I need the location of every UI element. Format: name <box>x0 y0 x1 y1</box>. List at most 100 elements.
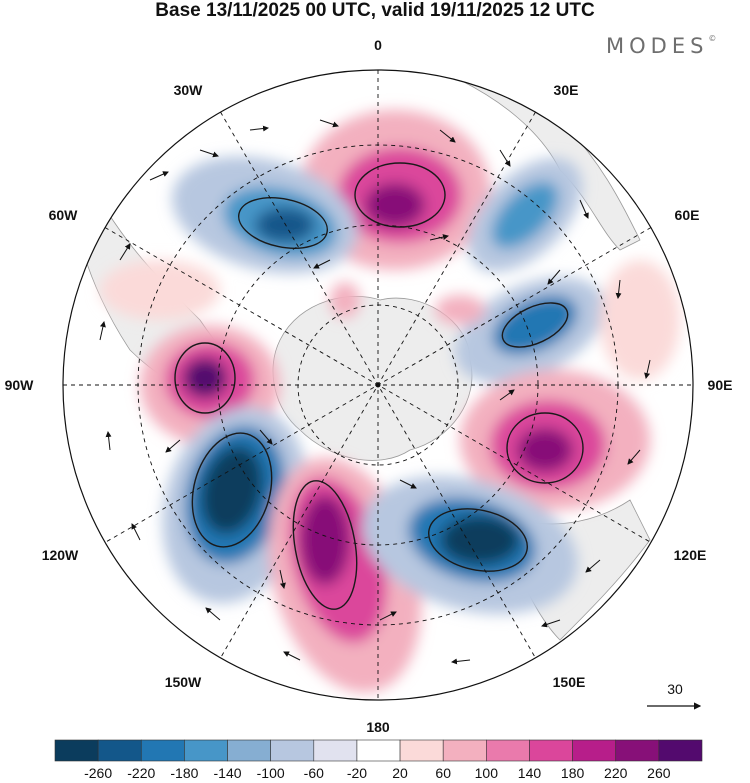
colorbar-tick-label: -140 <box>214 765 242 781</box>
vector-reference-label: 30 <box>667 681 683 697</box>
contour-north <box>354 162 446 228</box>
contour-south <box>292 480 358 610</box>
colorbar-swatch <box>227 739 271 762</box>
lon-label-60w: 60W <box>49 207 79 223</box>
colorbar-swatch <box>140 739 185 762</box>
arctic-region <box>272 296 473 461</box>
colorbar-tick-label: 220 <box>604 765 628 781</box>
lon-label-180: 180 <box>366 719 390 735</box>
colorbar-tick-label: -220 <box>127 765 155 781</box>
weak-positive-far-east <box>600 260 680 380</box>
colorbar-swatch <box>184 739 228 762</box>
colorbar-tick-label: -100 <box>257 765 285 781</box>
colorbar-swatch <box>529 739 573 762</box>
wind-vector <box>199 149 219 158</box>
colorbar-swatch <box>399 739 444 762</box>
colorbar-swatch <box>658 739 703 762</box>
colorbar-tick-label: -180 <box>170 765 198 781</box>
map-disc <box>63 70 693 700</box>
north-pole-marker <box>375 382 381 388</box>
lon-label-150e: 150E <box>553 674 586 690</box>
wind-vector <box>439 129 456 143</box>
wind-vector <box>283 651 301 661</box>
lon-label-150w: 150W <box>165 674 202 690</box>
colorbar-swatch <box>270 739 315 762</box>
wind-vector <box>541 619 561 628</box>
wind-vector <box>249 125 269 132</box>
wind-vector <box>499 149 511 167</box>
contour-west <box>174 342 236 414</box>
small-positive-center <box>435 295 485 325</box>
wind-vector <box>149 171 169 181</box>
wind-vector <box>131 523 141 541</box>
positive-anomaly-east-peak <box>517 428 573 472</box>
wind-vector <box>399 479 417 489</box>
colorbar-tick-label: -260 <box>84 765 112 781</box>
negative-anomaly-ne-core <box>491 181 559 249</box>
colorbar-swatch <box>97 739 142 762</box>
negative-anomaly-east-core <box>492 295 578 355</box>
positive-anomaly-south-peak <box>300 495 350 585</box>
colorbar-tick-label: 60 <box>435 765 451 781</box>
colorbar-swatch <box>356 739 401 762</box>
wind-vector <box>429 234 449 241</box>
negative-anomaly-sw-peak <box>200 445 264 535</box>
wind-vector <box>99 321 106 341</box>
colorbar: -260 -220 -180 -140 -100 -60 -20 20 60 100 140 180 2… <box>54 739 703 781</box>
colorbar-tick-label: -60 <box>304 765 324 781</box>
wind-vector <box>105 431 112 451</box>
lon-label-120e: 120E <box>674 547 707 563</box>
lon-label-90w: 90W <box>5 377 35 393</box>
wind-vector <box>547 269 561 285</box>
positive-anomaly-north-peak <box>365 183 425 227</box>
colorbar-swatch <box>313 739 358 762</box>
contour-nw <box>238 197 328 249</box>
lon-label-30e: 30E <box>554 82 579 98</box>
wind-vector <box>205 607 221 621</box>
wind-vector <box>319 119 339 128</box>
colorbar-swatch <box>54 739 99 762</box>
wind-vector <box>313 259 331 269</box>
negative-anomaly-se-peak <box>440 515 520 565</box>
wind-vector <box>627 449 641 465</box>
lon-label-120w: 120W <box>42 547 79 563</box>
contour-se <box>427 508 529 572</box>
wind-vector <box>119 243 131 261</box>
anomaly-fields <box>100 110 680 693</box>
colorbar-swatch <box>442 739 487 762</box>
lon-label-30w: 30W <box>174 82 204 98</box>
contour-east <box>506 412 584 484</box>
wind-vector <box>585 559 601 573</box>
colorbar-swatch <box>572 739 617 762</box>
wind-vector <box>259 429 273 445</box>
contour-east-negative <box>501 302 569 348</box>
colorbar-swatch <box>486 739 530 762</box>
brand-copyright-mark: © <box>708 34 717 43</box>
wind-vector <box>579 199 589 219</box>
wind-vector <box>379 611 397 621</box>
modes-logo: MODES© <box>606 34 716 58</box>
colorbar-tick-label: 100 <box>475 765 499 781</box>
contours <box>174 162 584 610</box>
colorbar-tick-label: 260 <box>647 765 671 781</box>
wind-vector <box>499 389 515 401</box>
colorbar-swatch <box>615 739 660 762</box>
wind-vector <box>644 359 651 379</box>
colorbar-tick-label: 20 <box>392 765 408 781</box>
colorbar-tick-label: 140 <box>518 765 542 781</box>
map-title: Base 13/11/2025 00 UTC, valid 19/11/2025… <box>155 0 595 21</box>
lon-label-90e: 90E <box>708 377 733 393</box>
brand-text: MODES <box>606 34 709 58</box>
wind-vector <box>279 569 286 589</box>
wind-vector <box>451 658 471 665</box>
contour-sw <box>191 432 273 548</box>
wind-vector <box>165 439 181 453</box>
lon-label-60e: 60E <box>675 207 700 223</box>
colorbar-tick-label: 180 <box>561 765 585 781</box>
positive-anomaly-west-peak <box>183 358 227 398</box>
wind-vector <box>615 279 622 299</box>
colorbar-tick-label: -20 <box>347 765 367 781</box>
map-border <box>62 69 694 701</box>
weak-positive-west <box>100 260 220 320</box>
